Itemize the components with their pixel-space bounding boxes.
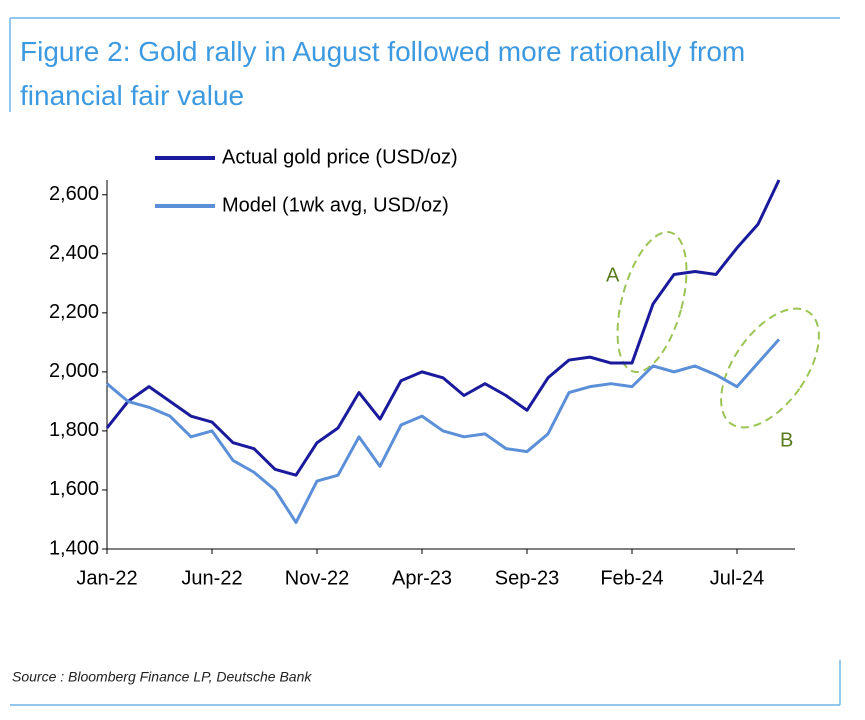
annotation: A	[606, 264, 620, 286]
source: Source : Bloomberg Finance LP, Deutsche …	[12, 669, 312, 685]
title-box: Figure 2: Gold rally in August followed …	[20, 36, 746, 111]
y-tick-label: 1,600	[49, 478, 99, 500]
annotation-ellipse	[616, 231, 688, 373]
series-line	[105, 179, 781, 477]
annotation-ellipse	[720, 307, 820, 429]
x-tick-label: Jan-22	[76, 567, 137, 589]
y-tick-label: 2,600	[49, 183, 99, 205]
legend-label: Model (1wk avg, USD/oz)	[222, 194, 449, 216]
y-tick-label: 1,400	[49, 537, 99, 559]
y-tick-label: 2,400	[49, 242, 99, 264]
annotation: B	[780, 429, 793, 451]
y-tick-label: 1,800	[49, 419, 99, 441]
chart-title: Figure 2: Gold rally in August followed …	[20, 36, 746, 111]
y-tick-label: 2,200	[49, 301, 99, 323]
x-tick-label: Sep-23	[495, 567, 560, 589]
x-tick-label: Jun-22	[181, 567, 242, 589]
x-tick-label: Apr-23	[392, 567, 452, 589]
y-tick-label: 2,000	[49, 360, 99, 382]
legend-label: Actual gold price (USD/oz)	[222, 146, 458, 168]
x-tick-label: Feb-24	[600, 567, 663, 589]
x-tick-label: Nov-22	[285, 567, 349, 589]
x-tick-label: Jul-24	[710, 567, 764, 589]
series-line	[106, 338, 781, 524]
